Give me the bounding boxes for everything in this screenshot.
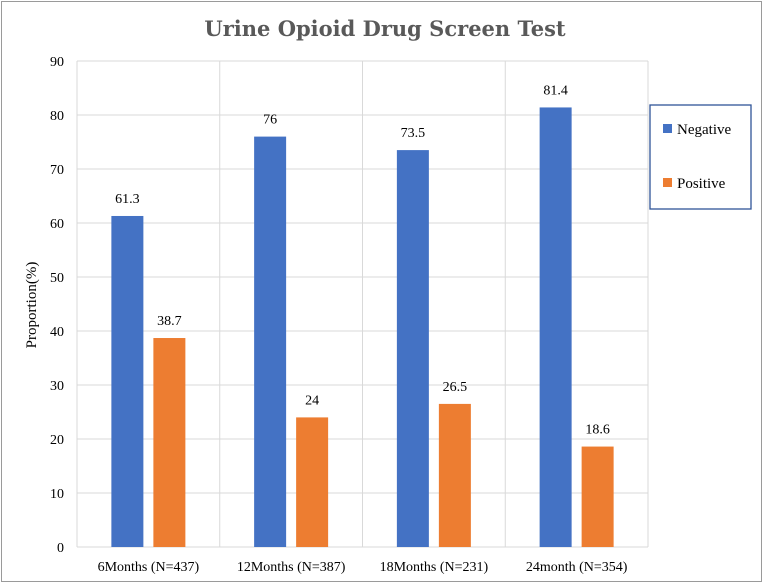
data-label-negative-1: 76 [263, 113, 277, 128]
y-tick-label: 40 [50, 325, 64, 340]
legend-box [649, 104, 752, 210]
bar-negative-2 [396, 150, 429, 547]
bars [111, 107, 614, 548]
y-tick-label: 80 [50, 109, 64, 124]
y-axis-ticks: 0 10 20 30 40 50 60 70 80 90 [50, 55, 64, 556]
bar-negative-3 [539, 107, 572, 547]
x-axis-categories: 6Months (N=437) 12Months (N=387) 18Months … [98, 560, 628, 575]
y-tick-label: 10 [50, 487, 64, 502]
y-tick-label: 30 [50, 379, 64, 394]
legend-swatch-positive [663, 178, 672, 187]
bar-positive-0 [153, 338, 186, 547]
data-label-negative-3: 81.4 [543, 83, 568, 98]
data-labels: 61.3 38.7 76 24 73.5 26.5 81.4 18.6 [115, 83, 610, 437]
bar-negative-0 [111, 215, 144, 548]
y-tick-label: 60 [50, 217, 64, 232]
legend-swatch-negative [663, 124, 672, 133]
x-category-label: 12Months (N=387) [237, 560, 346, 575]
y-tick-label: 0 [57, 541, 64, 556]
x-category-label: 18Months (N=231) [380, 560, 489, 575]
data-label-positive-3: 18.6 [585, 423, 610, 438]
data-label-positive-1: 24 [305, 393, 319, 408]
bar-positive-1 [296, 417, 329, 547]
y-tick-label: 90 [50, 55, 64, 70]
x-category-label: 24month (N=354) [526, 560, 628, 575]
legend-label-positive: Positive [677, 176, 726, 192]
y-tick-label: 50 [50, 271, 64, 286]
data-label-positive-2: 26.5 [443, 380, 468, 395]
x-category-label: 6Months (N=437) [98, 560, 200, 575]
legend: Negative Positive [649, 104, 752, 210]
y-tick-label: 70 [50, 163, 64, 178]
bar-positive-3 [581, 446, 614, 547]
data-label-negative-2: 73.5 [401, 126, 426, 141]
data-label-negative-0: 61.3 [115, 192, 140, 207]
bar-positive-2 [438, 403, 471, 547]
y-axis-label: Proportion(%) [24, 262, 40, 349]
y-tick-label: 20 [50, 433, 64, 448]
bar-negative-1 [254, 136, 287, 547]
chart-title: Urine Opioid Drug Screen Test [204, 16, 565, 41]
legend-label-negative: Negative [677, 122, 731, 138]
data-label-positive-0: 38.7 [157, 314, 182, 329]
